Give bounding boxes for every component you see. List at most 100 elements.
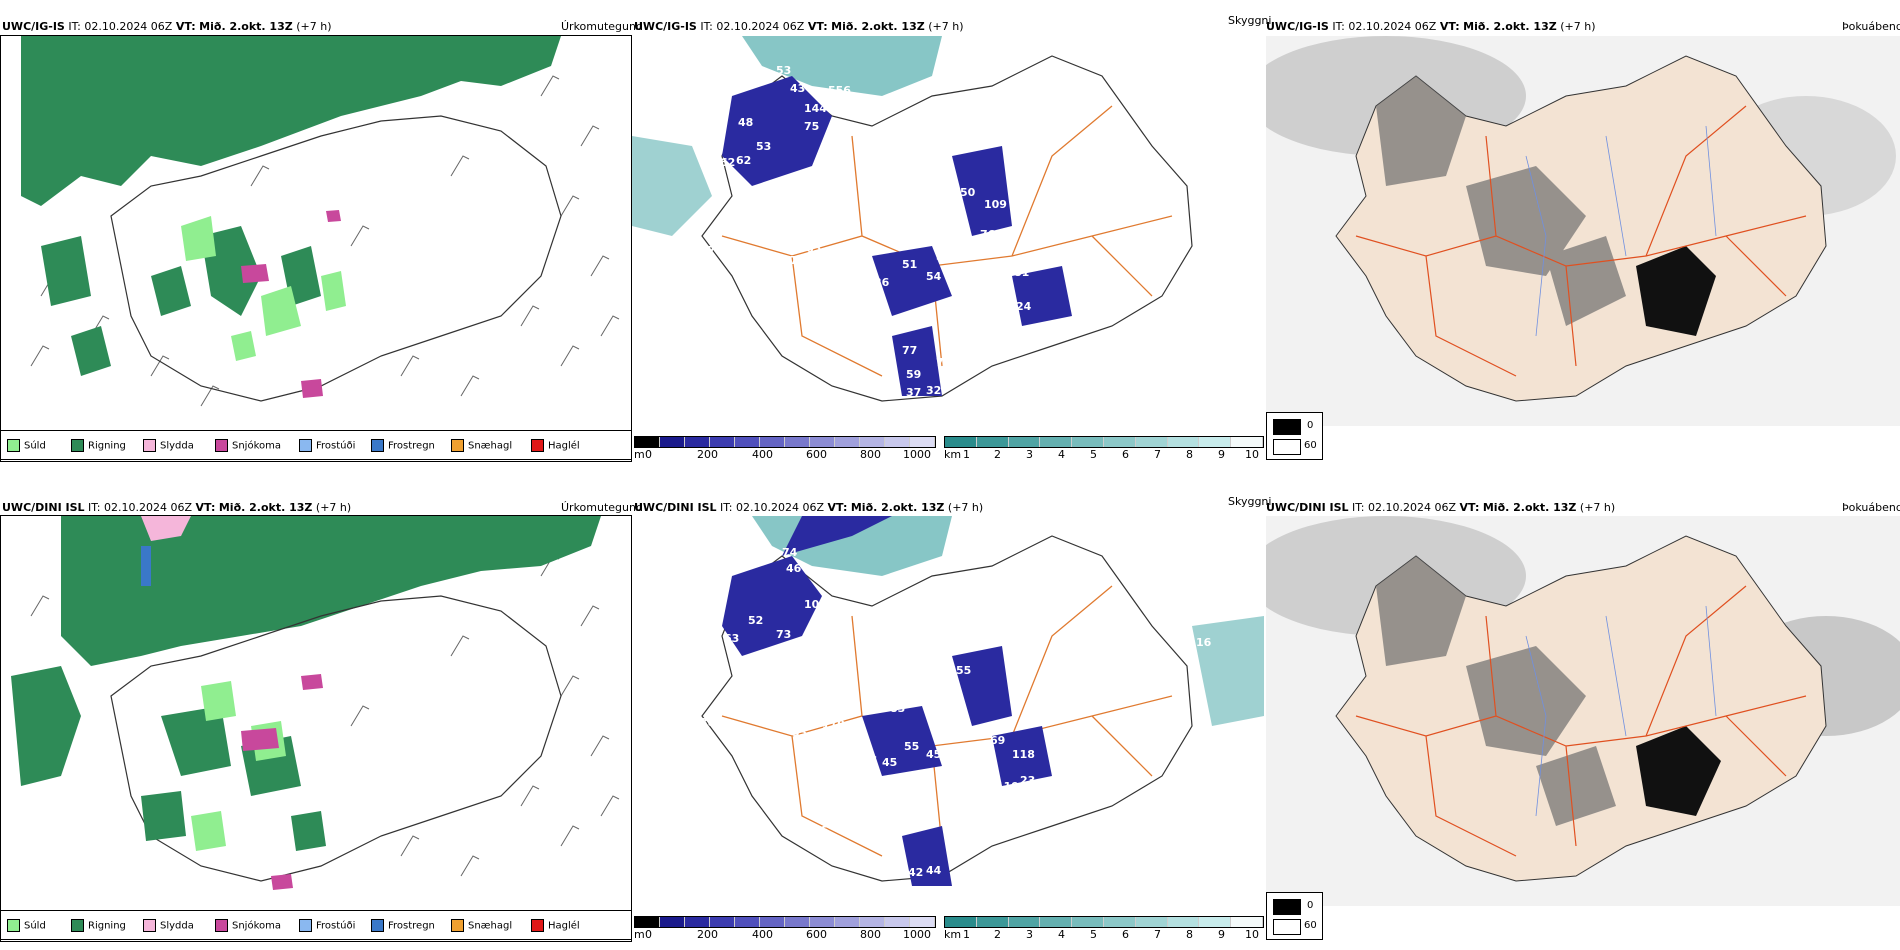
row1-vis-num: 32 [926,384,942,397]
row2-vis-num: 73 [776,628,792,641]
row1-p2-header: UWC/IG-IS IT: 02.10.2024 06Z VT: Mið. 2.… [634,20,964,33]
row1-vis-num: 100 [830,340,853,353]
vis-teal-west [632,136,712,236]
row1-vis-num: 78 [936,356,952,369]
row1-vis-num: 24 [1016,300,1032,313]
legend-swatch [451,919,464,932]
legend-swatch [143,919,156,932]
fog-black [1636,246,1716,336]
iceland-outline [110,115,562,402]
row2-vis-num: 134 [896,794,919,807]
row1-vb-tick: 5 [1090,448,1097,461]
row2-vis-num: 501 [882,808,905,821]
row2-vis-num: 118 [1012,748,1035,761]
row2-vis-num: 44 [926,864,942,877]
row1-vis-num: 134 [990,302,1013,315]
row1-p1-frame [0,35,632,462]
row2-p1-frame [0,515,632,942]
row1-precip-map [1,36,630,426]
row1-vis-num: 12 [1082,86,1098,99]
legend-swatch [371,439,384,452]
row1-vis-num: 77 [902,344,918,357]
legend-swatch [299,439,312,452]
row1-vis-num: 76 [790,194,806,207]
row1-vis-num: 37 [906,386,922,399]
row1-vis-num: 59 [906,368,922,381]
row1-p2-title: Skyggni [1228,14,1272,27]
row1-vb-tick: 7 [1154,448,1161,461]
row2-precip-legend: Súld Rigning Slydda Snjókoma Frostúði Fr… [0,910,632,940]
row2-visibility-map [632,516,1264,906]
row2-vis-num: 23 [1020,774,1036,787]
row2-vis-num: 83 [890,702,906,715]
row2-vis-num: 42 [908,866,924,879]
legend-swatch [531,439,544,452]
row1-vis-num: 36 [666,244,682,257]
row1-fog-map [1266,36,1900,426]
row2-vis-num: 486 [930,700,953,713]
row1-vb-unit: km [944,448,962,461]
row1-precip-legend: Súld Rigning Slydda Snjókoma Frostúði Fr… [0,430,632,460]
row1-vis-num: 53 [776,64,792,77]
legend-swatch [143,439,156,452]
row2-vis-num: 52 [748,614,764,627]
row1-vis-num: 556 [838,98,861,111]
row1-vis-num: 62 [720,156,736,169]
row2-vis-num: 33 [792,726,808,739]
row1-vis-num: 90 [968,248,984,261]
roads [1355,105,1807,377]
vis-teal-north [742,36,942,96]
row1-vis-num: 109 [984,198,1007,211]
row2-vis-num: 55 [904,740,920,753]
row1-cb-tick: 200 [697,448,718,461]
row2-vis-num: 89 [856,792,872,805]
row1-vis-num: 556 [828,84,851,97]
row1-vis-num: 52 [936,250,952,263]
row1-vb-tick: 1 [963,448,970,461]
row2-precip-map [1,516,630,906]
legend-swatch [215,919,228,932]
row1-p3-title: Þokuábendi [1842,20,1900,33]
row2-vis-num: 38 [700,716,716,729]
row2-p2-header: UWC/DINI ISL IT: 02.10.2024 06Z VT: Mið.… [634,501,984,514]
row2-fog-legend: 0 60 [1266,892,1323,940]
legend-swatch [71,439,84,452]
legend-swatch [299,919,312,932]
row2: UWC/DINI ISL IT: 02.10.2024 06Z VT: Mið.… [0,480,1900,950]
row2-cloudbase-bar [634,916,936,928]
row2-vis-num: 545 [806,824,829,837]
row2-p1-title: Úrkomutegund [561,501,643,514]
row1-vb-tick: 9 [1218,448,1225,461]
row2-vis-num: 45 [926,748,942,761]
row1-vis-num: 48 [738,116,754,129]
row1-vb-tick: 3 [1026,448,1033,461]
row1-cb-tick: 0 [645,448,652,461]
row2-fog-map [1266,516,1900,906]
iceland-outline [701,55,1193,402]
row1-vis-num: 81 [1014,266,1030,279]
row1-visibility-map [632,36,1264,426]
row1-cb-tick: 1000 [903,448,931,461]
legend-swatch [215,439,228,452]
row2-vis-num: 46 [786,562,802,575]
row2-vis-num: 49 [952,742,968,755]
row1-vis-num: 76 [980,228,996,241]
fog-grey [1376,76,1626,326]
row1-vis-num: 54 [926,270,942,283]
row2-p3-title: Þokuábendi [1842,501,1900,514]
row1-vis-num: 62 [736,154,752,167]
row1-vis-num: 105 [802,346,825,359]
row1-vis-num: 78 [790,254,806,267]
row2-vis-num: 119 [996,780,1019,793]
row2-visibility-bar [944,916,1264,928]
row2-p1-header: UWC/DINI ISL IT: 02.10.2024 06Z VT: Mið.… [2,501,352,514]
row2-vis-num: 45 [882,756,898,769]
row1-vis-num: 75 [856,306,872,319]
row2-vis-num: 74 [782,546,798,559]
row1-vb-tick: 4 [1058,448,1065,461]
row1-vis-num: 75 [804,120,820,133]
row2-vis-num: 64 [904,822,920,835]
row2-vis-num: 55 [956,664,972,677]
row1-vb-tick: 10 [1245,448,1259,461]
row2-p2-title: Skyggni [1228,495,1272,508]
